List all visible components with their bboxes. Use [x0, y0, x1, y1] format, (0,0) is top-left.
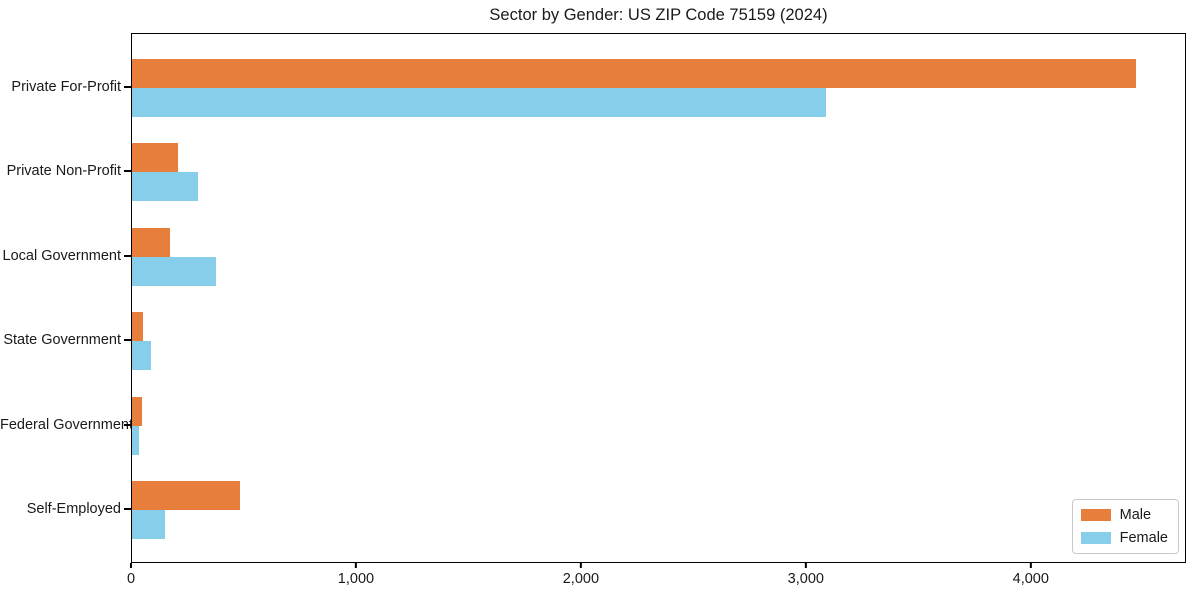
legend-swatch-male — [1080, 509, 1111, 521]
bar-male — [132, 143, 179, 173]
bar-male — [132, 481, 240, 510]
bar-group — [132, 312, 1185, 371]
bar-female — [132, 425, 139, 455]
y-axis-ticks — [124, 33, 131, 563]
x-tick-label: 2,000 — [562, 571, 600, 587]
legend-item-female: Female — [1080, 530, 1168, 546]
bar-group — [132, 59, 1185, 117]
bar-male — [132, 59, 1136, 88]
x-axis: 0 1,000 2,000 3,000 4,000 — [127, 563, 1186, 597]
category-label: Local Government — [2, 247, 121, 264]
plot-area: Male Female — [131, 33, 1186, 563]
bar-group — [132, 481, 1185, 539]
bar-group — [132, 396, 1185, 455]
y-tick-mark — [124, 339, 131, 342]
category-label: Private Non-Profit — [6, 163, 121, 180]
bar-female — [132, 510, 165, 539]
bars-layer — [132, 34, 1185, 562]
x-tick: 2,000 — [563, 563, 599, 587]
bar-male — [132, 227, 171, 257]
legend-item-male: Male — [1080, 507, 1168, 523]
category-label: Federal Government — [0, 416, 133, 433]
x-tick-mark — [579, 563, 582, 568]
category-label: State Government — [3, 332, 121, 349]
bar-female — [132, 172, 199, 202]
x-tick: 4,000 — [1013, 563, 1049, 587]
legend-label-female: Female — [1119, 530, 1168, 546]
x-tick: 0 — [127, 563, 135, 587]
category-label: Self-Employed — [26, 501, 121, 517]
bar-male — [132, 396, 143, 426]
y-axis-category-labels: Private For-Profit Private Non-Profit Loca… — [0, 33, 133, 563]
bar-group — [132, 227, 1185, 286]
legend-label-male: Male — [1119, 507, 1152, 523]
x-tick: 1,000 — [338, 563, 374, 587]
category-label: Private For-Profit — [11, 79, 121, 95]
y-tick-mark — [124, 423, 131, 426]
legend: Male Female — [1071, 499, 1179, 554]
x-tick: 3,000 — [788, 563, 824, 587]
bar-female — [132, 341, 152, 371]
x-tick-label: 0 — [126, 571, 136, 587]
y-tick-mark — [124, 86, 131, 88]
x-tick-label: 4,000 — [1012, 571, 1049, 587]
chart-title: Sector by Gender: US ZIP Code 75159 (202… — [489, 6, 828, 24]
y-tick-mark — [124, 254, 131, 257]
bar-female — [132, 256, 217, 286]
bar-female — [132, 88, 826, 117]
x-tick-mark — [1029, 563, 1032, 568]
legend-swatch-female — [1080, 532, 1111, 544]
x-tick-label: 1,000 — [337, 571, 375, 587]
y-tick-mark — [124, 170, 131, 173]
x-tick-mark — [129, 563, 132, 568]
x-tick-mark — [804, 563, 807, 568]
bar-male — [132, 312, 144, 342]
y-tick-mark — [124, 508, 131, 510]
x-tick-label: 3,000 — [787, 571, 824, 587]
bar-group — [132, 143, 1185, 202]
x-tick-mark — [354, 563, 357, 568]
